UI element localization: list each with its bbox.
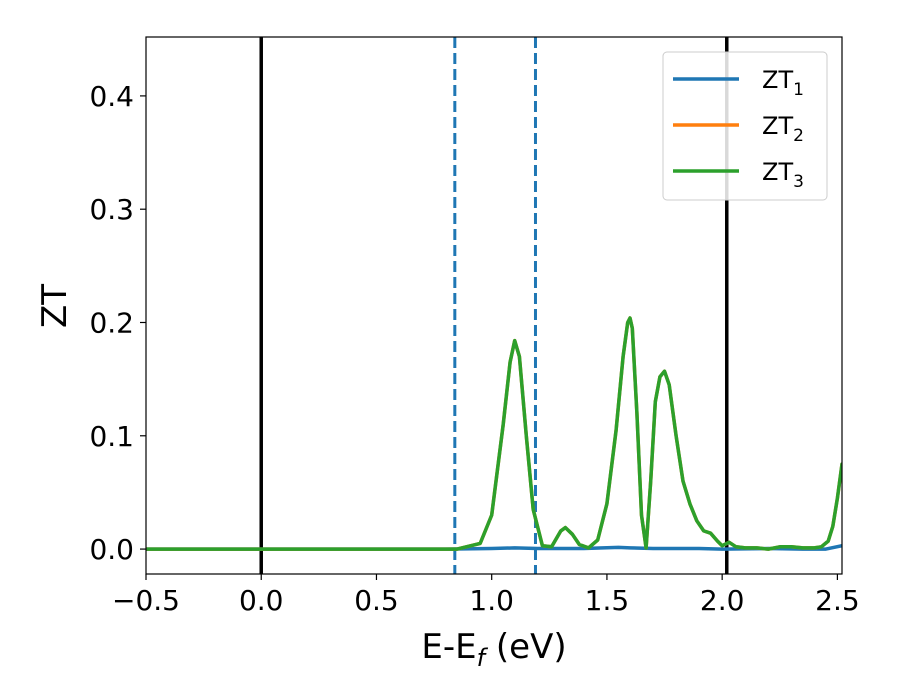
legend-label-zt1: ZT1 <box>762 66 804 100</box>
x-axis-ticks: −0.5 0.0 0.5 1.0 1.5 2.0 2.5 <box>112 574 860 617</box>
legend-label-subscript: 1 <box>793 80 804 100</box>
x-tick-label: −0.5 <box>112 584 180 617</box>
legend-label-subscript: 2 <box>793 126 804 146</box>
y-tick-label: 0.2 <box>89 306 134 339</box>
legend-label-main: ZT <box>762 66 793 94</box>
y-tick-label: 0.3 <box>89 193 134 226</box>
x-tick-label: 1.0 <box>469 584 514 617</box>
x-axis-label-main: E-E <box>421 627 476 667</box>
y-axis-label: ZT <box>35 284 75 328</box>
x-axis-label-unit: (eV) <box>485 627 567 667</box>
y-axis-ticks: 0.0 0.1 0.2 0.3 0.4 <box>89 80 146 566</box>
y-tick-label: 0.1 <box>89 420 134 453</box>
x-axis-label: E-Ef (eV) <box>421 627 566 672</box>
x-tick-label: 0.0 <box>239 584 284 617</box>
legend-label-zt2: ZT2 <box>762 112 804 146</box>
series-line-zt3 <box>146 316 842 551</box>
x-tick-label: 2.5 <box>815 584 860 617</box>
y-tick-label: 0.0 <box>89 533 134 566</box>
x-tick-label: 0.5 <box>354 584 399 617</box>
plot-frame <box>145 36 843 575</box>
x-tick-label: 1.5 <box>585 584 630 617</box>
legend-label-main: ZT <box>762 158 793 186</box>
y-tick-label: 0.4 <box>89 80 134 113</box>
series-line-zt1 <box>146 543 842 551</box>
legend-label-main: ZT <box>762 112 793 140</box>
series-layer <box>146 316 842 551</box>
legend-label-zt3: ZT3 <box>762 158 804 192</box>
x-tick-label: 2.0 <box>700 584 745 617</box>
legend-label-subscript: 3 <box>793 172 804 192</box>
legend-box <box>662 51 828 201</box>
